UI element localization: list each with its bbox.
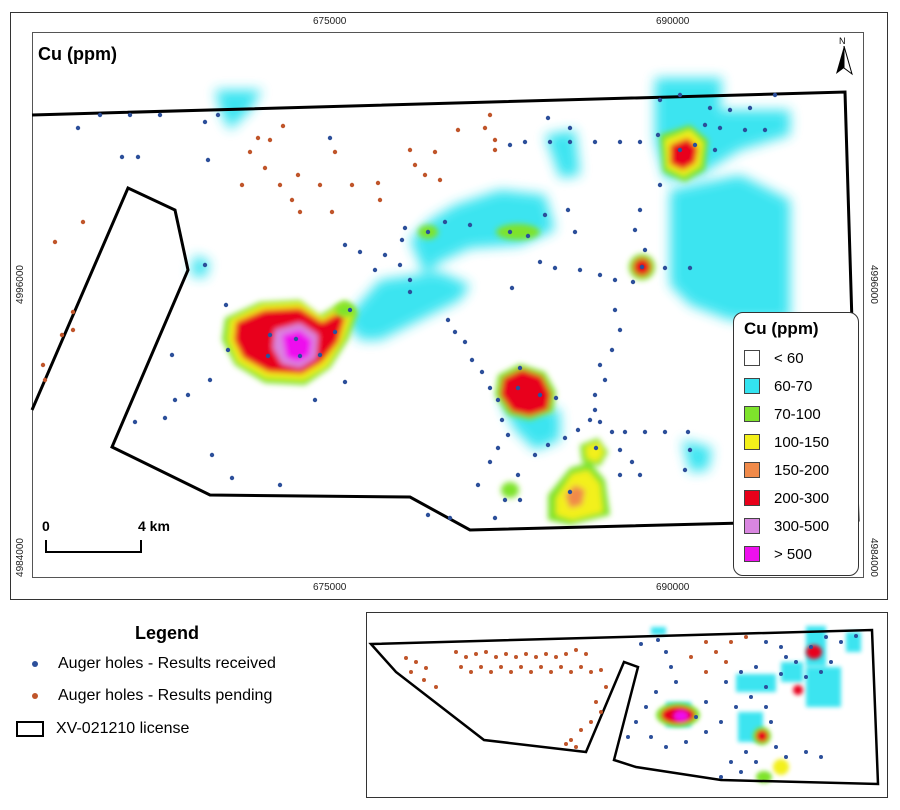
swatch-6 — [744, 518, 760, 534]
cu-legend-item: > 500 — [744, 545, 812, 563]
swatch-1 — [744, 378, 760, 394]
legend-item-pending: Auger holes - Results pending — [22, 687, 272, 705]
inset-map — [368, 626, 880, 786]
anomaly-west — [222, 300, 358, 385]
y-tick-right-1: 4996000 — [868, 265, 879, 304]
cu-legend-title: Cu (ppm) — [744, 319, 819, 338]
map-neatline — [32, 32, 864, 578]
north-arrow-icon — [836, 46, 853, 76]
x-tick-bottom-1: 675000 — [313, 582, 347, 593]
cu-legend: Cu (ppm) < 60 60-70 70-100 100-150 150-2… — [733, 312, 859, 576]
cu-anomaly-map — [30, 78, 860, 532]
holes-pending — [40, 112, 498, 383]
cu-legend-item: 150-200 — [744, 461, 829, 479]
cu-legend-label: 60-70 — [774, 377, 813, 395]
cu-legend-label: < 60 — [774, 349, 804, 367]
cu-legend-label: 70-100 — [774, 405, 821, 423]
swatch-3 — [744, 434, 760, 450]
legend-label-pending: Auger holes - Results pending — [58, 687, 273, 704]
y-tick-right-2: 4984000 — [868, 538, 879, 577]
cu-legend-label: 100-150 — [774, 433, 830, 451]
cu-legend-item: 70-100 — [744, 405, 821, 423]
cu-legend-item: 100-150 — [744, 433, 829, 451]
received-hole-icon — [32, 661, 38, 667]
north-arrow: N — [832, 36, 856, 80]
scale-end-label: 4 km — [138, 518, 170, 534]
legend-item-received: Auger holes - Results received — [22, 655, 276, 673]
scale-start-label: 0 — [42, 518, 50, 534]
cu-legend-label: 150-200 — [774, 461, 830, 479]
legend-label-received: Auger holes - Results received — [58, 655, 276, 672]
cu-legend-item: 60-70 — [744, 377, 812, 395]
swatch-7 — [744, 546, 760, 562]
cu-legend-item: 200-300 — [744, 489, 829, 507]
cu-legend-item: 300-500 — [744, 517, 829, 535]
license-icon — [16, 721, 44, 737]
swatch-4 — [744, 462, 760, 478]
x-tick-top-1: 675000 — [313, 16, 347, 27]
legend-item-license: XV-021210 license — [16, 720, 189, 738]
scale-bar: 0 4 km — [40, 518, 170, 558]
cu-legend-label: 300-500 — [774, 517, 830, 535]
north-label: N — [839, 36, 846, 46]
swatch-5 — [744, 490, 760, 506]
legend-label-license: XV-021210 license — [56, 720, 190, 737]
swatch-2 — [744, 406, 760, 422]
swatch-0 — [744, 350, 760, 366]
map-title: Cu (ppm) — [38, 44, 117, 64]
cu-legend-label: > 500 — [774, 545, 812, 563]
cu-legend-item: < 60 — [744, 349, 804, 367]
legend-title: Legend — [135, 623, 200, 643]
holes-received — [75, 92, 778, 521]
x-tick-bottom-2: 690000 — [656, 582, 690, 593]
pending-hole-icon — [32, 693, 38, 699]
inset-license-boundary — [368, 628, 880, 786]
anomaly-central — [495, 364, 556, 420]
anomaly-northeast — [660, 125, 708, 182]
cu-legend-label: 200-300 — [774, 489, 830, 507]
scale-bar-line — [45, 540, 142, 553]
anomaly-small-green — [335, 224, 540, 498]
anomaly-south — [548, 438, 610, 525]
x-tick-top-2: 690000 — [656, 16, 690, 27]
